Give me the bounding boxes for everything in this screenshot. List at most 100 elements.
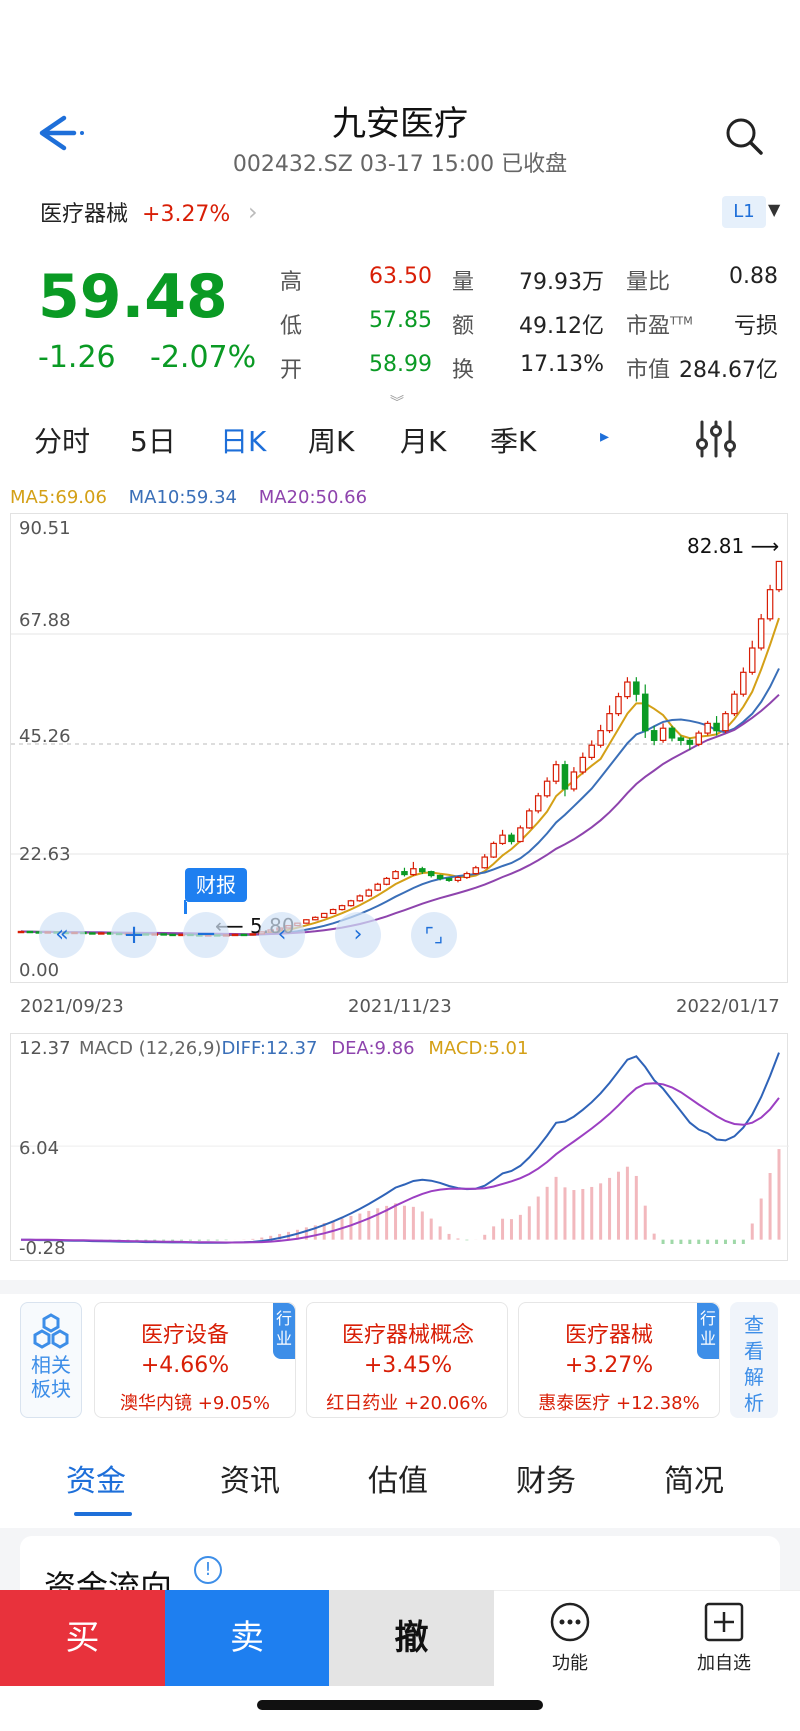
candle xyxy=(748,640,756,675)
chart-settings-icon[interactable] xyxy=(692,418,740,460)
macd-lines xyxy=(20,1052,780,1244)
fullscreen-icon[interactable]: ⌜⌟ xyxy=(411,912,457,958)
add-watchlist-button[interactable]: 加自选 xyxy=(664,1600,784,1675)
bottom-bar-background xyxy=(494,1590,800,1686)
candle-body xyxy=(463,872,471,879)
macd-bar xyxy=(616,1171,620,1240)
macd-bar xyxy=(304,1227,308,1240)
sector-card-medical-devices[interactable]: 医疗器械 +3.27% 惠泰医疗 +12.38% 行业 xyxy=(518,1302,720,1418)
tab-profile[interactable]: 简况 xyxy=(664,1464,724,1499)
macd-bar xyxy=(492,1226,496,1240)
candle xyxy=(427,870,435,878)
macd-bars xyxy=(28,1149,781,1244)
kline-chart[interactable]: 90.51 67.88 45.26 22.63 0.00 82.81 ⟶ ⟵ 5… xyxy=(10,513,789,983)
sector-card-medical-equipment[interactable]: 医疗设备 +4.66% 澳华内镜 +9.05% 行业 xyxy=(94,1302,296,1418)
candle xyxy=(668,725,676,742)
macd-bar xyxy=(501,1218,505,1240)
macd-bar xyxy=(206,1239,210,1241)
candle xyxy=(499,829,506,845)
candle-body xyxy=(731,693,738,715)
tab-weekly-k[interactable]: 周K xyxy=(308,425,355,458)
sector-card-medical-device-concept[interactable]: 医疗器械概念 +3.45% 红日药业 +20.06% xyxy=(306,1302,508,1418)
view-analysis-button[interactable]: 查看解析 xyxy=(730,1302,778,1418)
expand-chevron-icon[interactable]: ︾ xyxy=(390,395,404,411)
macd-legend: MACD (12,26,9)DIFF:12.37 DEA:9.86 MACD:5… xyxy=(79,1038,528,1059)
leader-change: +12.38% xyxy=(616,1393,700,1414)
industry-name: 医疗器械 xyxy=(40,202,129,227)
leader-name: 红日药业 xyxy=(326,1393,399,1414)
candle-body xyxy=(775,560,783,591)
macd-bar xyxy=(447,1233,451,1240)
level-selector[interactable]: L1 xyxy=(722,196,766,228)
macd-bar xyxy=(732,1239,736,1244)
macd-bar xyxy=(554,1176,558,1240)
macd-bar xyxy=(688,1239,692,1244)
macd-bar xyxy=(518,1214,522,1240)
macd-chart[interactable]: 12.37 6.04 -0.28 MACD (12,26,9)DIFF:12.3… xyxy=(10,1033,789,1261)
macd-bar xyxy=(509,1219,513,1240)
related-sectors-button[interactable]: 相关 板块 xyxy=(20,1302,82,1418)
earnings-marker[interactable]: 财报 xyxy=(185,868,247,902)
max-price-label: 82.81 ⟶ xyxy=(687,534,780,558)
chevron-right-icon[interactable]: › xyxy=(248,198,258,226)
tab-capital[interactable]: 资金 xyxy=(66,1464,126,1499)
macd-bar xyxy=(563,1187,567,1240)
macd-bar xyxy=(367,1210,371,1240)
macd-bar xyxy=(634,1175,638,1240)
tab-intraday[interactable]: 分时 xyxy=(34,425,91,458)
candle xyxy=(231,933,239,937)
candle-body xyxy=(410,868,417,876)
tab-daily-k[interactable]: 日K xyxy=(220,425,267,458)
buy-button[interactable]: 买 xyxy=(0,1590,165,1686)
candle-body xyxy=(347,900,355,907)
candle-body xyxy=(329,908,337,915)
max-price-value: 82.81 xyxy=(687,534,745,558)
macd-bar xyxy=(706,1239,710,1244)
x-tick-mid: 2021/11/23 xyxy=(348,996,452,1017)
cancel-order-button[interactable]: 撤 xyxy=(329,1590,494,1686)
tab-5day[interactable]: 5日 xyxy=(130,425,176,458)
candle xyxy=(713,716,720,736)
macd-diff: DIFF:12.37 xyxy=(221,1038,318,1059)
zoom-out-icon[interactable]: − xyxy=(183,912,229,958)
sell-button[interactable]: 卖 xyxy=(165,1590,329,1686)
macd-bar xyxy=(162,1239,166,1241)
search-icon[interactable] xyxy=(720,112,768,160)
candle-body xyxy=(26,930,34,934)
macd-bar xyxy=(295,1229,299,1240)
candle-body xyxy=(695,732,703,745)
pe-label: 市盈TTM xyxy=(626,308,693,340)
macd-y-mid: 6.04 xyxy=(19,1138,60,1159)
candle xyxy=(633,677,640,702)
scroll-right-icon[interactable]: › xyxy=(335,912,381,958)
candle-body xyxy=(392,871,399,880)
tab-financials[interactable]: 财务 xyxy=(516,1464,576,1499)
candle xyxy=(740,667,747,697)
candle xyxy=(401,867,408,877)
tab-quarterly-k[interactable]: 季K xyxy=(490,425,537,458)
tab-valuation[interactable]: 估值 xyxy=(368,1464,428,1499)
stock-name: 九安医疗 xyxy=(332,104,468,144)
ma10-value: MA10:59.34 xyxy=(128,487,237,508)
info-icon[interactable]: ! xyxy=(194,1556,222,1584)
candle xyxy=(383,876,390,886)
back-arrow-icon[interactable] xyxy=(30,108,90,158)
candle-body xyxy=(490,842,497,858)
zoom-in-icon[interactable]: + xyxy=(111,912,157,958)
rewind-icon[interactable]: « xyxy=(39,912,85,958)
scroll-left-icon[interactable]: ‹ xyxy=(259,912,305,958)
tab-monthly-k[interactable]: 月K xyxy=(400,425,447,458)
industry-link[interactable]: 医疗器械 +3.27% xyxy=(40,196,230,228)
diff-line xyxy=(20,1052,780,1244)
ma-legend: MA5:69.06 MA10:59.34 MA20:50.66 xyxy=(10,487,383,508)
more-periods-arrow-icon[interactable]: ▸ xyxy=(600,426,610,447)
caret-down-icon[interactable]: ▼ xyxy=(768,200,781,219)
function-button[interactable]: 功能 xyxy=(510,1600,630,1675)
tab-news[interactable]: 资讯 xyxy=(220,1464,280,1499)
macd-bar xyxy=(599,1183,603,1240)
kline-svg xyxy=(11,560,789,937)
candle-body xyxy=(338,905,346,911)
low-value: 57.85 xyxy=(369,308,432,333)
open-value: 58.99 xyxy=(369,352,432,377)
candle-body xyxy=(543,780,551,797)
